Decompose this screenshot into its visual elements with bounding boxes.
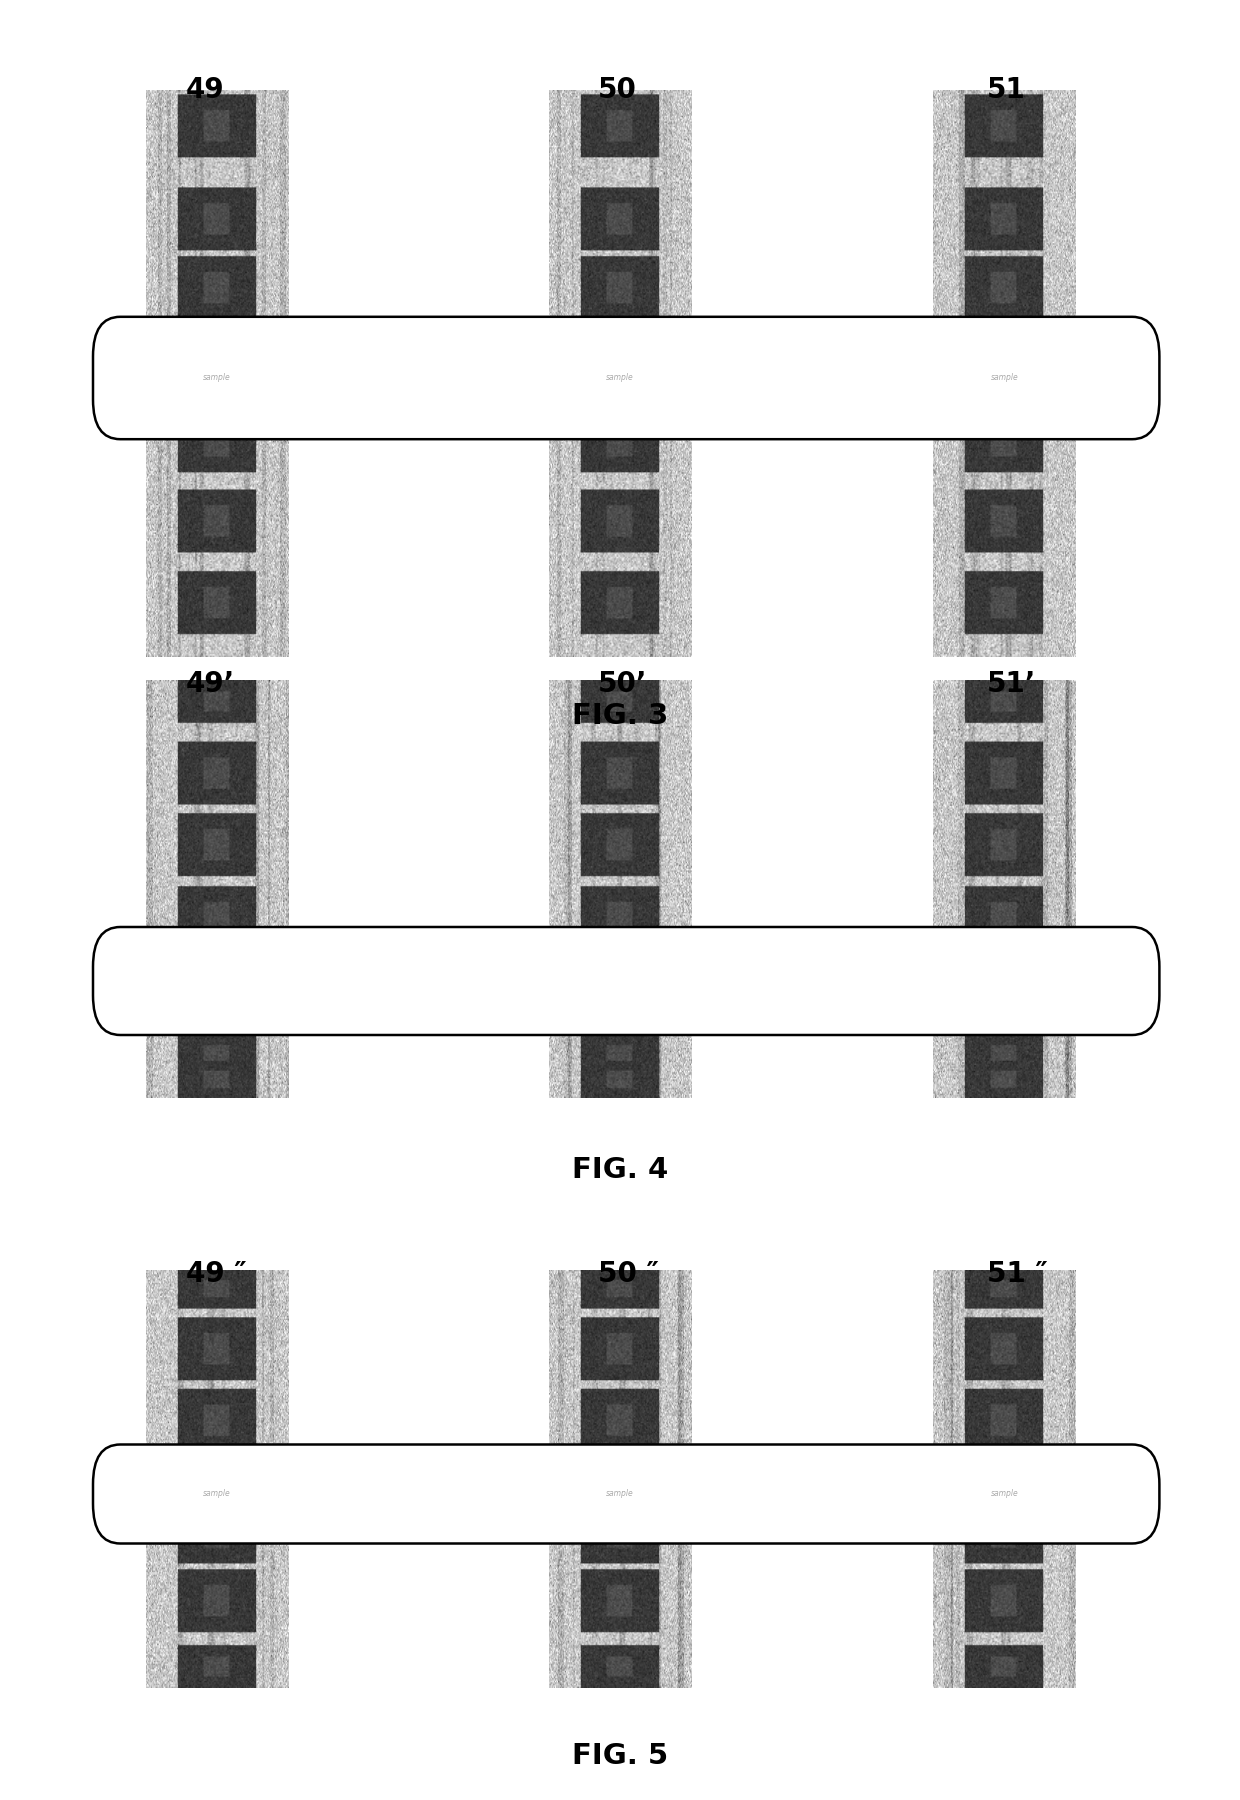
Text: 49’: 49’ xyxy=(186,670,236,698)
Text: sample: sample xyxy=(606,374,634,383)
Text: 49: 49 xyxy=(186,76,224,104)
Text: FIG. 3: FIG. 3 xyxy=(572,702,668,731)
Text: sample: sample xyxy=(203,374,231,383)
FancyBboxPatch shape xyxy=(93,317,1159,439)
Text: 51’: 51’ xyxy=(987,670,1037,698)
Text: sample: sample xyxy=(991,1490,1018,1498)
Text: 50 ″: 50 ″ xyxy=(598,1260,658,1289)
Text: 50: 50 xyxy=(598,76,636,104)
Text: sample: sample xyxy=(991,374,1018,383)
Text: 51: 51 xyxy=(987,76,1025,104)
Text: FIG. 5: FIG. 5 xyxy=(572,1742,668,1771)
FancyBboxPatch shape xyxy=(93,1444,1159,1544)
Text: FIG. 4: FIG. 4 xyxy=(572,1156,668,1184)
Text: 49 ″: 49 ″ xyxy=(186,1260,247,1289)
Text: sample: sample xyxy=(203,1490,231,1498)
FancyBboxPatch shape xyxy=(93,927,1159,1035)
Text: 51 ″: 51 ″ xyxy=(987,1260,1048,1289)
Text: sample: sample xyxy=(606,1490,634,1498)
Text: 50’: 50’ xyxy=(598,670,647,698)
